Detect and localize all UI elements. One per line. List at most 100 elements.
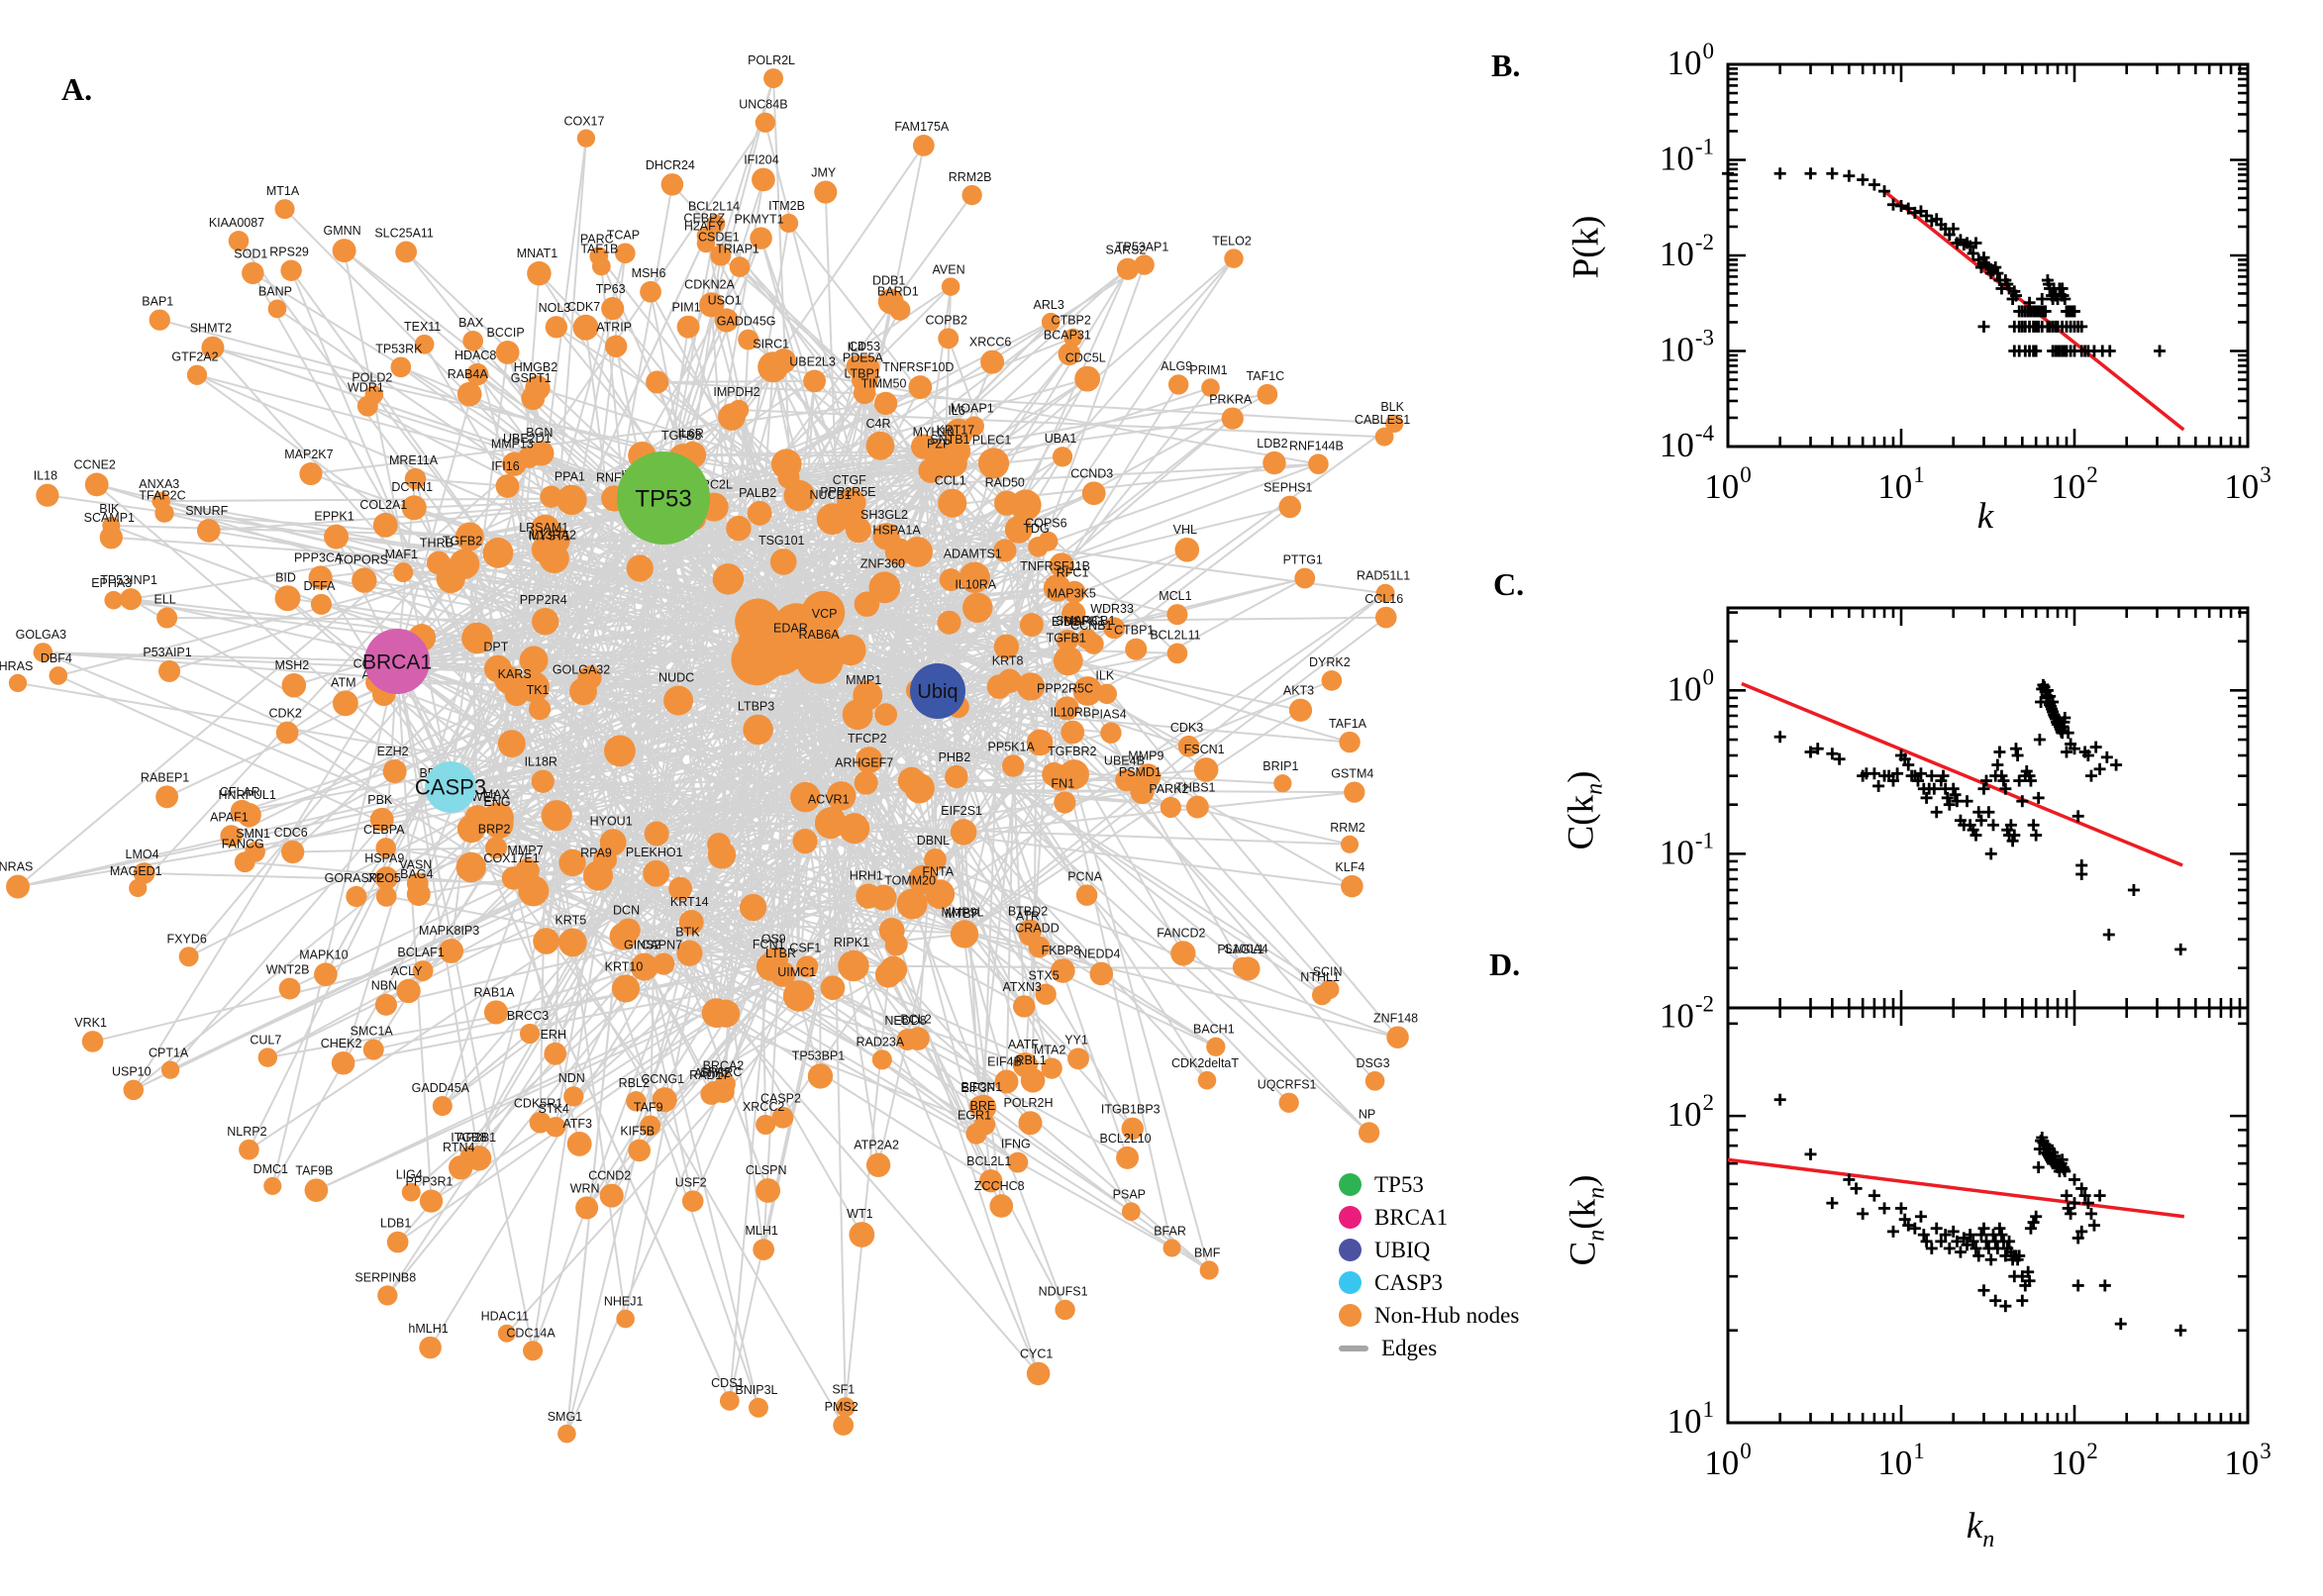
gene-node [1162, 1239, 1181, 1257]
gene-node [1116, 1146, 1140, 1169]
gene-node [792, 829, 818, 854]
gene-node-label: PPP2R5C [1037, 681, 1093, 695]
gene-node [1232, 956, 1254, 978]
gene-node-label: ARIH2 [694, 1066, 731, 1080]
gene-node-label: DCTN1 [391, 480, 433, 494]
cnkn-pre: C [1563, 1241, 1604, 1266]
gene-node [778, 213, 799, 234]
gene-node-label: FCN1 [753, 938, 785, 951]
gene-node [938, 328, 960, 349]
gene-node [1273, 774, 1292, 793]
gene-node-label: NDUFS1 [1039, 1285, 1088, 1299]
gene-node-label: MCL1 [1159, 589, 1191, 603]
hub-label-ubiq: Ubiq [917, 681, 958, 703]
gene-node-label: VCP [812, 607, 838, 621]
gene-node-label: APAF1 [210, 810, 249, 824]
gene-node-label: PIAS4 [1091, 707, 1126, 721]
gene-node [228, 231, 250, 251]
gene-node [626, 1091, 647, 1112]
gene-node-label: IL6 [948, 404, 964, 418]
gene-node [646, 370, 669, 394]
gene-node-label: CYC1 [1020, 1347, 1053, 1361]
gene-node-label: ALG9 [1161, 359, 1192, 373]
gene-node-label: LTBP3 [738, 700, 774, 714]
gene-node-label: IFI16 [491, 459, 520, 473]
panel-label-c: C. [1493, 566, 1525, 602]
gene-node [781, 636, 804, 658]
gene-node [310, 593, 333, 615]
gene-node [1308, 453, 1329, 475]
gene-node [454, 522, 484, 551]
gene-node-label: MMP7 [507, 844, 543, 857]
gene-node [102, 516, 121, 535]
gene-node [576, 129, 596, 148]
gene-node [281, 672, 307, 698]
gene-node [1026, 729, 1054, 756]
gene-node [1053, 646, 1083, 676]
gene-node-label: hMLH1 [408, 1322, 448, 1336]
gene-node [707, 841, 737, 869]
gene-node-label: PLAGL1 [1217, 943, 1263, 956]
gene-node-label: AVEN [933, 262, 965, 276]
gene-node [406, 872, 429, 895]
gene-node [1340, 835, 1360, 853]
gene-node-label: TEX11 [404, 320, 441, 334]
gene-node-label: PTTG1 [1283, 553, 1323, 567]
gene-node-label: POLR2L [748, 53, 795, 67]
gene-node-label: HRH1 [850, 869, 883, 883]
gene-node [1041, 1057, 1062, 1079]
gene-node-label: FXYD6 [166, 932, 206, 946]
gene-node [396, 978, 421, 1004]
gene-node [545, 1116, 566, 1138]
gene-node-label: TDG [1023, 522, 1049, 536]
gene-node [918, 457, 944, 483]
gene-node [377, 1285, 398, 1306]
gene-node [502, 451, 527, 476]
gene-node [729, 256, 751, 277]
gene-node [771, 349, 797, 374]
gene-node [1185, 795, 1209, 819]
gene-node [494, 665, 523, 695]
gene-node-label: MMP13 [491, 437, 534, 450]
gene-node-label: RAB4A [448, 367, 489, 381]
gene-node [1081, 481, 1106, 506]
gene-node-label: TAF1A [1329, 717, 1367, 731]
gene-node-label: CSDE1 [698, 230, 740, 244]
gene-node [274, 585, 301, 612]
gene-node [530, 514, 560, 545]
cnkn-mid: (k [1563, 1198, 1604, 1230]
gene-node [874, 703, 898, 727]
gene-node [577, 665, 602, 690]
edge-line-icon [1339, 1345, 1368, 1351]
gene-node-label: DYRK2 [1309, 655, 1351, 669]
gene-node [456, 381, 482, 407]
gene-node [482, 802, 514, 834]
gene-node [593, 848, 618, 872]
gene-node [1288, 698, 1313, 722]
gene-node [372, 512, 398, 538]
gene-node [1055, 696, 1079, 721]
gene-node-label: CABLES1 [1355, 413, 1410, 427]
gene-node [993, 539, 1017, 562]
gene-node [375, 886, 397, 907]
gene-node [485, 837, 508, 859]
gene-node-label: ANXA3 [139, 477, 179, 491]
gene-node [1160, 796, 1181, 819]
gene-node-label: BRE [970, 1099, 996, 1113]
gene-node-label: TAF1B [580, 243, 618, 256]
gene-node-label: RAD23A [857, 1035, 905, 1048]
gene-node [1257, 383, 1278, 405]
gene-node [1042, 761, 1066, 787]
gene-node [497, 730, 526, 758]
gene-node-label: EPPK1 [314, 510, 354, 524]
gene-node-label: PLEC1 [972, 433, 1012, 447]
y-tick-label: 100 [1667, 664, 1715, 708]
gene-node-label: IL18R [525, 755, 557, 769]
kn-pre: k [1966, 1506, 1983, 1546]
gene-node-label: TK1 [527, 683, 550, 697]
gene-node-label: ATRIP [596, 321, 632, 335]
gene-node [532, 608, 559, 636]
k-text: k [1976, 496, 1994, 537]
legend-label-brca1: BRCA1 [1374, 1204, 1449, 1230]
gene-node [104, 590, 124, 610]
